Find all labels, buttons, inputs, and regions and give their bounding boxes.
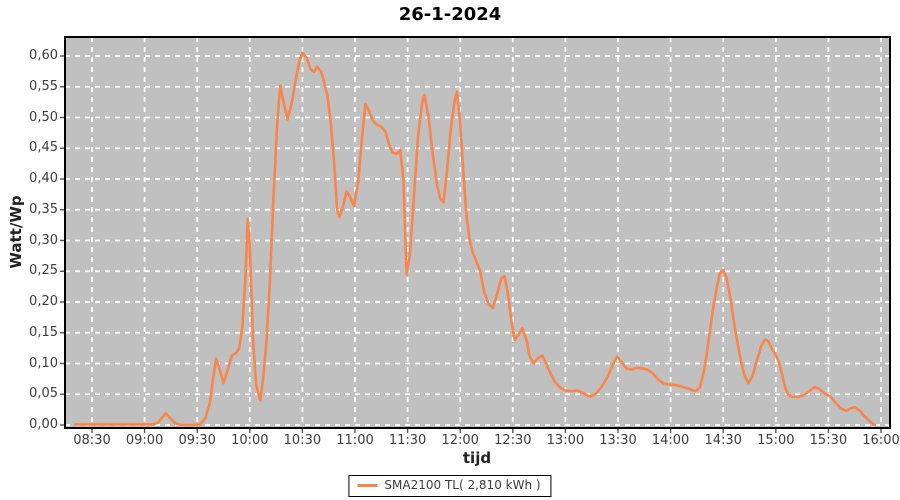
y-tick-label: 0,40 <box>29 171 58 186</box>
x-tick-label: 14:00 <box>651 433 690 448</box>
chart-title: 26-1-2024 <box>398 4 502 25</box>
x-tick-label: 09:30 <box>178 433 216 448</box>
x-tick-label: 10:30 <box>283 433 322 448</box>
x-tick-label: 12:30 <box>494 433 532 448</box>
legend-label: SMA2100 TL( 2,810 kWh ) <box>384 478 541 492</box>
x-tick-label: 13:30 <box>599 433 637 448</box>
legend: SMA2100 TL( 2,810 kWh ) <box>348 475 552 497</box>
y-tick-label: 0,15 <box>29 324 58 340</box>
y-tick-label: 0,00 <box>29 417 58 432</box>
series-line <box>73 51 877 427</box>
x-tick-label: 15:00 <box>757 433 795 448</box>
y-tick-label: 0,10 <box>29 355 58 371</box>
y-tick-label: 0,60 <box>29 48 58 63</box>
x-tick-label: 11:30 <box>388 433 427 448</box>
plot-border <box>64 36 891 429</box>
x-tick-label: 11:00 <box>336 433 374 448</box>
x-tick-label: 12:00 <box>441 433 479 448</box>
x-tick-label: 13:00 <box>546 433 585 448</box>
y-tick-label: 0,55 <box>29 78 58 94</box>
plot-background <box>65 37 890 428</box>
y-tick-label: 0,05 <box>29 386 58 402</box>
x-tick-label: 14:30 <box>704 433 742 448</box>
x-tick-label: 16:00 <box>862 433 900 448</box>
y-tick-label: 0,30 <box>29 232 58 248</box>
x-tick-label: 15:30 <box>809 433 848 448</box>
series-line-swatch <box>357 484 378 487</box>
x-tick-label: 10:00 <box>231 433 269 448</box>
y-tick-label: 0,50 <box>29 109 58 125</box>
y-tick-label: 0,25 <box>29 263 58 279</box>
y-tick-label: 0,20 <box>29 294 58 309</box>
x-tick-label: 09:00 <box>125 433 164 448</box>
x-tick-label: 08:30 <box>73 433 111 448</box>
y-tick-label: 0,45 <box>29 140 58 156</box>
y-tick-label: 0,35 <box>29 201 58 217</box>
x-axis-title: tijd <box>462 449 492 467</box>
